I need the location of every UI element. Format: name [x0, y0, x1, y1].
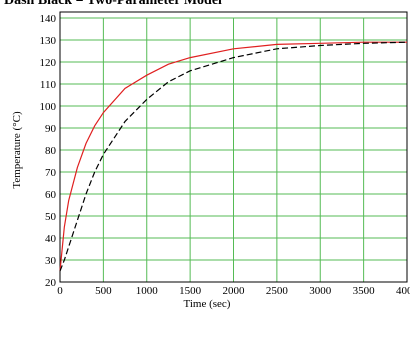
y-tick-label: 40 [45, 233, 57, 245]
y-tick-label: 100 [40, 101, 57, 113]
x-tick-label: 3000 [309, 285, 332, 297]
x-tick-label: 2500 [266, 285, 289, 297]
x-tick-label: 4000 [396, 285, 410, 297]
y-tick-label: 30 [45, 255, 57, 267]
x-tick-label: 2000 [223, 285, 246, 297]
y-tick-label: 140 [40, 13, 57, 25]
y-tick-label: 110 [40, 79, 57, 91]
y-tick-label: 50 [45, 211, 57, 223]
x-tick-label: 0 [57, 285, 63, 297]
y-tick-label: 120 [40, 57, 57, 69]
y-tick-label: 20 [45, 277, 57, 289]
chart-title: Dash Black = Two-Parameter Model [4, 0, 222, 8]
y-axis-label: Temperature (°C) [11, 111, 23, 189]
x-tick-label: 500 [95, 285, 112, 297]
line-series [59, 41, 408, 272]
x-tick-label: 1000 [136, 285, 159, 297]
x-tick-label: 3500 [353, 285, 376, 297]
y-tick-label: 70 [45, 167, 57, 179]
y-tick-label: 90 [45, 123, 57, 135]
y-tick-label: 130 [40, 35, 57, 47]
y-tick-label: 80 [45, 145, 57, 157]
plot-frame [59, 11, 408, 283]
line-series [59, 41, 407, 272]
x-tick-label: 1500 [179, 285, 202, 297]
x-axis-label: Time (sec) [184, 298, 231, 310]
y-tick-label: 60 [45, 189, 57, 201]
